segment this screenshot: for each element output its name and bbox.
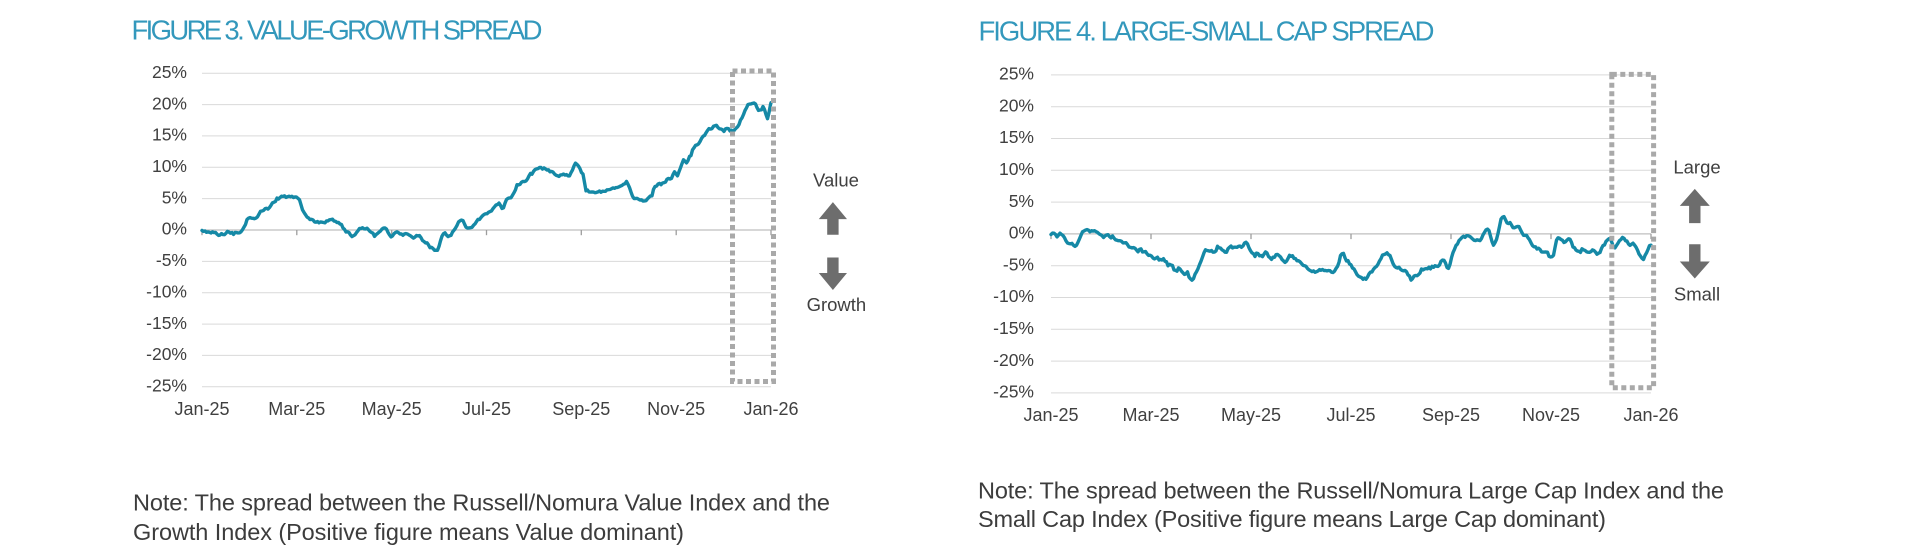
svg-text:Note: The spread between the R: Note: The spread between the Russell/Nom… <box>978 477 1724 503</box>
svg-text:5%: 5% <box>1009 191 1034 211</box>
svg-text:Sep-25: Sep-25 <box>552 399 610 419</box>
svg-text:-20%: -20% <box>146 344 187 364</box>
svg-text:-15%: -15% <box>993 318 1034 338</box>
svg-text:Growth Index (Positive figure: Growth Index (Positive figure means Valu… <box>133 519 684 545</box>
svg-text:Jul-25: Jul-25 <box>1326 405 1375 425</box>
svg-text:Jan-25: Jan-25 <box>174 399 229 419</box>
svg-text:Small Cap Index (Positive figu: Small Cap Index (Positive figure means L… <box>978 506 1606 532</box>
svg-text:-25%: -25% <box>993 382 1034 402</box>
svg-text:Jul-25: Jul-25 <box>462 399 511 419</box>
svg-text:25%: 25% <box>152 62 187 82</box>
svg-text:Growth: Growth <box>807 294 867 315</box>
svg-text:15%: 15% <box>999 127 1034 147</box>
svg-text:FIGURE 3. VALUE-GROWTH SPREAD: FIGURE 3. VALUE-GROWTH SPREAD <box>132 15 543 46</box>
svg-text:5%: 5% <box>162 187 187 207</box>
svg-text:Value: Value <box>813 170 859 191</box>
svg-text:-15%: -15% <box>146 313 187 333</box>
svg-text:10%: 10% <box>152 156 187 176</box>
svg-text:15%: 15% <box>152 125 187 145</box>
svg-text:0%: 0% <box>1009 223 1034 243</box>
svg-text:May-25: May-25 <box>362 399 422 419</box>
svg-text:Nov-25: Nov-25 <box>647 399 705 419</box>
svg-text:Sep-25: Sep-25 <box>1422 405 1480 425</box>
svg-text:Mar-25: Mar-25 <box>1122 405 1179 425</box>
svg-text:25%: 25% <box>999 64 1034 84</box>
svg-text:-10%: -10% <box>146 281 187 301</box>
svg-text:-10%: -10% <box>993 286 1034 306</box>
svg-text:-20%: -20% <box>993 350 1034 370</box>
svg-text:Note: The spread between the R: Note: The spread between the Russell/Nom… <box>133 490 830 516</box>
svg-text:Large: Large <box>1673 157 1720 178</box>
svg-text:Jan-26: Jan-26 <box>1623 405 1678 425</box>
svg-text:Jan-26: Jan-26 <box>743 399 798 419</box>
svg-text:-25%: -25% <box>146 376 187 396</box>
svg-text:Mar-25: Mar-25 <box>268 399 325 419</box>
svg-text:20%: 20% <box>152 93 187 113</box>
svg-text:0%: 0% <box>162 219 187 239</box>
svg-text:Jan-25: Jan-25 <box>1023 405 1078 425</box>
svg-text:Nov-25: Nov-25 <box>1522 405 1580 425</box>
svg-text:-5%: -5% <box>156 250 187 270</box>
svg-text:FIGURE 4. LARGE-SMALL CAP SPRE: FIGURE 4. LARGE-SMALL CAP SPREAD <box>979 15 1435 46</box>
svg-text:Small: Small <box>1674 284 1720 305</box>
svg-text:10%: 10% <box>999 159 1034 179</box>
svg-text:20%: 20% <box>999 95 1034 115</box>
svg-text:May-25: May-25 <box>1221 405 1281 425</box>
svg-text:-5%: -5% <box>1003 254 1034 274</box>
